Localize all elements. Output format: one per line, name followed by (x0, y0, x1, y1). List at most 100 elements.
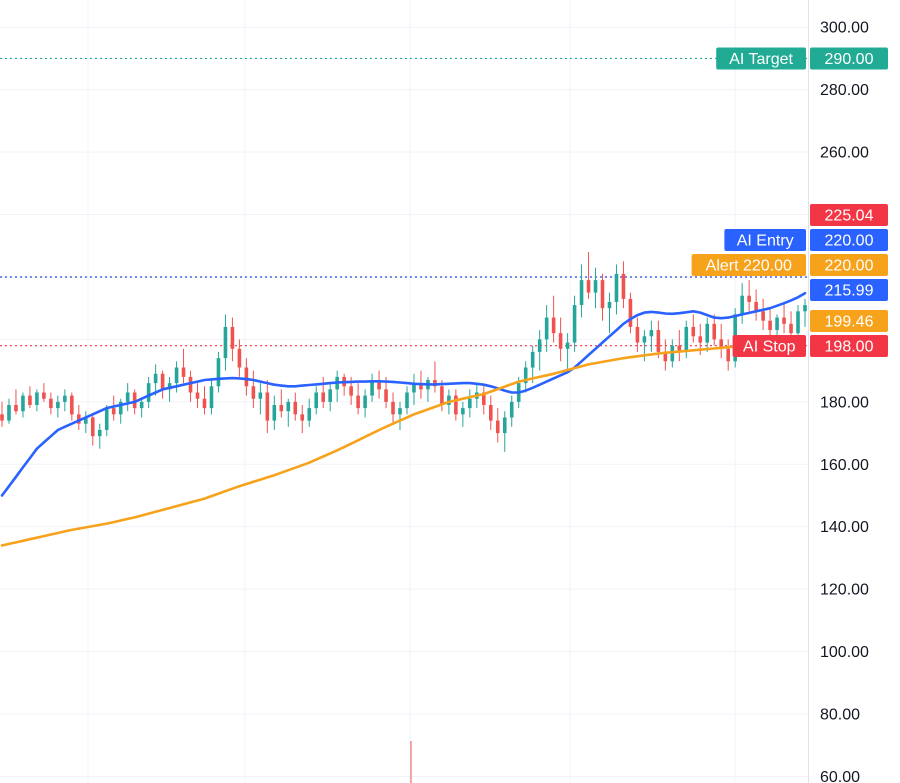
level-value-target[interactable]: 290.00 (810, 47, 888, 70)
level-value-entry[interactable]: 220.00 (810, 229, 888, 251)
candle-body (293, 401, 298, 415)
moving-average-series (0, 291, 807, 547)
candle-body (125, 392, 130, 402)
candle-body (391, 401, 395, 415)
price-tag[interactable]: 215.99 (810, 279, 888, 301)
candle-body (677, 345, 682, 352)
candle (237, 339, 242, 377)
level-value-entry-value: 220.00 (825, 233, 874, 250)
candle (7, 398, 11, 424)
y-tick-label: 280.00 (820, 82, 869, 99)
candle-body (97, 429, 102, 437)
candle-body (586, 280, 591, 293)
candle-body (440, 386, 444, 405)
level-value-target-value: 290.00 (825, 51, 874, 68)
candle-body (35, 392, 39, 405)
price-labels: AI Target 290.00 AI Entry 220.00 Alert 220.0… (691, 47, 888, 357)
candle (35, 389, 39, 412)
level-label-alert-text: Alert 220.00 (706, 258, 792, 275)
candle (370, 373, 374, 402)
candle (593, 267, 598, 309)
candle (230, 317, 235, 362)
candle-body (726, 348, 730, 362)
candle-body (600, 280, 605, 309)
candle-body (174, 367, 179, 384)
candle (125, 383, 130, 412)
level-label-alert-box (691, 254, 806, 276)
candlestick-series (0, 252, 807, 783)
candle (272, 395, 277, 430)
candle (502, 411, 507, 452)
candle (28, 386, 32, 409)
candle (635, 317, 640, 352)
candle-body (314, 392, 319, 409)
level-label-target[interactable]: AI Target (716, 47, 806, 70)
candle-body (0, 414, 4, 421)
level-value-alert[interactable]: 220.00 (810, 254, 888, 276)
candle (111, 395, 116, 421)
candle-body (572, 305, 577, 343)
candle-body (7, 404, 11, 421)
candle (42, 383, 46, 402)
candle (286, 398, 291, 427)
series-line-blue (0, 291, 807, 497)
candle-body (139, 401, 144, 409)
candle-body (370, 380, 374, 396)
level-label-target-box (716, 47, 806, 70)
candle (146, 376, 151, 409)
candle-body (56, 401, 60, 409)
candle (768, 308, 772, 340)
candle-body (803, 305, 807, 312)
y-tick-label: 160.00 (820, 457, 869, 474)
candle-body (768, 320, 772, 331)
candle (782, 301, 786, 334)
candle-body (642, 336, 647, 343)
price-tag[interactable]: 225.04 (810, 204, 888, 226)
candle-body (258, 392, 263, 399)
candle-body (265, 392, 270, 421)
price-axis: 60.00 80.00 100.00 120.00 140.00 160.00 180.00… (820, 20, 869, 783)
candle (97, 423, 102, 449)
candle-body (111, 408, 116, 415)
candle (754, 289, 758, 321)
candle-body (328, 389, 332, 402)
candle (426, 376, 430, 402)
candle-body (132, 392, 137, 409)
candle-body (377, 380, 381, 390)
level-label-stop[interactable]: AI Stop (732, 335, 806, 357)
candle (83, 411, 88, 434)
candle-body (684, 326, 689, 352)
candle (649, 320, 654, 352)
level-label-target-text: AI Target (729, 51, 793, 68)
candle-body (321, 392, 325, 402)
level-value-alert-box (810, 254, 888, 276)
candle-body (167, 383, 172, 390)
candle-body (712, 323, 717, 340)
level-label-alert[interactable]: Alert 220.00 (691, 254, 806, 276)
candle (523, 361, 528, 393)
candle-body (300, 414, 305, 421)
candle-body (544, 317, 549, 340)
level-value-stop[interactable]: 198.00 (810, 335, 888, 357)
candle-body (530, 351, 535, 368)
level-value-stop-box (810, 335, 888, 357)
candle-body (698, 336, 703, 343)
price-tag-value: 225.04 (825, 208, 874, 225)
level-label-entry[interactable]: AI Entry (724, 229, 806, 251)
candle (726, 339, 730, 371)
candle-body (77, 414, 81, 424)
candle-body (628, 298, 633, 327)
candle (705, 317, 710, 352)
price-tag[interactable]: 199.46 (810, 310, 888, 332)
candle-body (656, 330, 661, 352)
candle (803, 298, 807, 327)
candle (377, 370, 381, 399)
y-tick-label: 80.00 (820, 707, 860, 724)
candle-body (509, 401, 514, 418)
candle (433, 361, 437, 393)
candle (153, 364, 158, 396)
candle-body (754, 301, 758, 312)
candle (607, 292, 612, 334)
